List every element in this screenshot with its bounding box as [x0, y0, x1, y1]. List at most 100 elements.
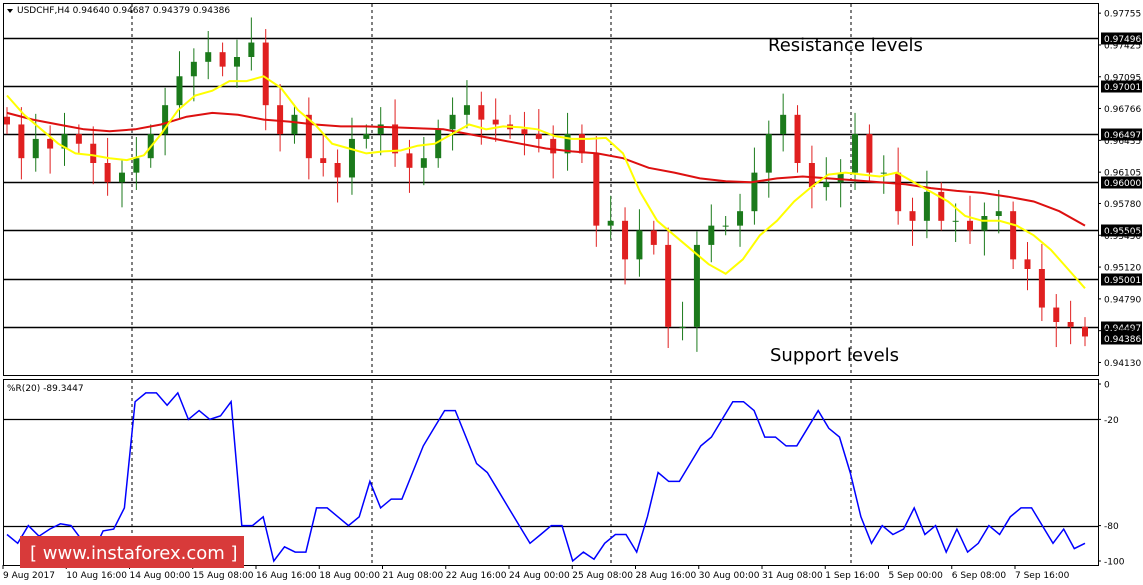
candle-body — [722, 225, 729, 227]
price-tick-label: 0.96435 — [1104, 137, 1141, 147]
current-price-tag — [1101, 332, 1142, 345]
ma-slow-line — [6, 111, 1086, 227]
main-pane — [3, 3, 1099, 376]
candle-body — [995, 211, 1002, 216]
symbol-header: USDCHF,H4 0.94640 0.94687 0.94379 0.9438… — [7, 6, 230, 16]
candle-body — [578, 134, 585, 154]
candle-body — [679, 326, 686, 328]
candle-body — [406, 153, 413, 168]
level-price-label: 0.97001 — [1104, 83, 1141, 93]
candle-body — [61, 134, 68, 149]
candle-body — [622, 220, 629, 260]
price-tick-label: 0.97095 — [1104, 73, 1141, 83]
candle-body — [348, 138, 355, 178]
candle-body — [262, 42, 269, 106]
wpr-tick-label: 0 — [1104, 381, 1110, 391]
instaforex-watermark[interactable]: [ www.instaforex.com ] — [20, 536, 244, 568]
candle-body — [852, 134, 859, 173]
time-tick-label: 9 Aug 2017 — [3, 571, 55, 581]
candle-body — [866, 134, 873, 173]
candle-body — [190, 61, 197, 77]
price-tick-label: 0.95780 — [1104, 200, 1141, 210]
candle-body — [535, 134, 542, 139]
candle-body — [420, 158, 427, 168]
candle-body — [377, 124, 384, 135]
level-price-label: 0.96000 — [1104, 179, 1141, 189]
candle-body — [823, 182, 830, 188]
level-price-tag — [1101, 176, 1142, 189]
candle-body — [75, 134, 82, 144]
candle-body — [47, 138, 54, 149]
candle-body — [751, 172, 758, 212]
dropdown-arrow-icon[interactable] — [7, 9, 13, 13]
candle-body — [550, 138, 557, 154]
candle-body — [104, 163, 111, 183]
wpr-tick-label: -100 — [1104, 558, 1125, 568]
time-tick-label: 6 Sep 08:00 — [952, 571, 1007, 581]
price-tick-label: 0.95450 — [1104, 232, 1141, 242]
candle-body — [492, 119, 499, 125]
candle-body — [4, 116, 10, 125]
candle-body — [334, 163, 341, 178]
candle-body — [1067, 322, 1074, 327]
price-tick-label: 0.96766 — [1104, 105, 1141, 115]
candle-body — [291, 114, 298, 135]
candle-body — [938, 191, 945, 221]
candle-body — [521, 129, 528, 135]
time-tick-label: 21 Aug 08:00 — [383, 571, 444, 581]
candle-body — [32, 138, 39, 159]
candle-body — [981, 216, 988, 231]
candle-body — [607, 220, 614, 226]
candle-body — [118, 172, 125, 183]
candle-body — [320, 158, 327, 163]
candle-body — [176, 76, 183, 106]
price-tick-label: 0.94130 — [1104, 359, 1141, 369]
candle-body — [895, 172, 902, 212]
ma-fast-line — [6, 75, 1086, 289]
time-tick-label: 22 Aug 16:00 — [446, 571, 507, 581]
level-price-tag — [1101, 32, 1142, 45]
candle-body — [1024, 259, 1031, 269]
price-tick-label: 0.97425 — [1104, 41, 1141, 51]
watermark-text: [ www.instaforex.com ] — [30, 543, 238, 564]
candle-body — [636, 230, 643, 260]
level-price-tag — [1101, 273, 1142, 286]
level-price-label: 0.94497 — [1104, 324, 1141, 334]
price-tick-label: 0.96105 — [1104, 169, 1141, 179]
candle-body — [1053, 307, 1060, 322]
candle-body — [593, 153, 600, 226]
candle-body — [162, 105, 169, 135]
time-tick-label: 7 Sep 16:00 — [1015, 571, 1070, 581]
time-tick-label: 30 Aug 00:00 — [699, 571, 760, 581]
candle-body — [90, 143, 97, 163]
candle-body — [233, 57, 240, 67]
candle-body — [909, 211, 916, 221]
candle-body — [18, 124, 25, 159]
candle-body — [1010, 211, 1017, 260]
level-price-label: 0.96497 — [1104, 131, 1141, 141]
candle-body — [277, 105, 284, 135]
time-tick-label: 18 Aug 00:00 — [319, 571, 380, 581]
candle-body — [248, 42, 255, 57]
candle-body — [449, 114, 456, 130]
level-price-tag — [1101, 128, 1142, 141]
level-price-tag — [1101, 321, 1142, 334]
time-tick-label: 15 Aug 08:00 — [193, 571, 254, 581]
indicator-label: %R(20) -89.3447 — [7, 384, 84, 394]
indicator-pane — [3, 379, 1099, 566]
candle-body — [392, 124, 399, 154]
time-tick-label: 1 Sep 16:00 — [825, 571, 880, 581]
price-tick-label: 0.97755 — [1104, 10, 1141, 20]
candle-body — [780, 114, 787, 135]
wpr-series — [6, 391, 1086, 563]
candle-body — [923, 191, 930, 221]
time-tick-label: 25 Aug 08:00 — [572, 571, 633, 581]
candle-body — [133, 158, 140, 173]
vertical-separators — [131, 4, 852, 565]
candle-body — [435, 129, 442, 159]
candle-body — [952, 220, 959, 222]
wpr-tick-label: -80 — [1104, 522, 1119, 532]
moving-averages — [6, 75, 1086, 289]
level-price-label: 0.97496 — [1104, 35, 1141, 45]
